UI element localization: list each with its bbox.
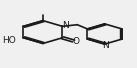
Text: N: N — [62, 21, 69, 30]
Text: O: O — [73, 37, 80, 46]
Text: HO: HO — [2, 36, 15, 45]
Text: N: N — [102, 41, 109, 50]
